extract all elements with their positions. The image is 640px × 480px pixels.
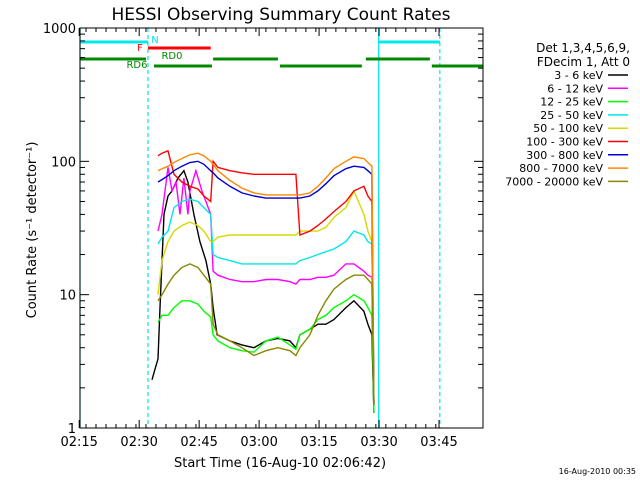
legend-label-8: 7000 - 20000 keV [505,175,603,188]
series-line-0 [151,169,375,413]
x-tick-label-0: 02:15 [60,435,97,450]
legend-label-4: 50 - 100 keV [533,122,603,135]
flag-label-n: N [151,35,158,46]
x-tick-label-2: 02:45 [180,435,217,450]
legend-item-6: 300 - 800 keV [526,149,628,162]
x-tick-label-4: 03:15 [300,435,337,450]
flag-label-f: F [137,43,143,54]
y-tick-label-2: 100 [51,155,76,170]
legend-item-4: 50 - 100 keV [533,122,628,135]
legend-label-2: 12 - 25 keV [540,96,603,109]
x-axis-label: Start Time (16-Aug-10 02:06:42) [174,456,386,471]
series-line-4 [157,189,375,405]
series-line-7 [157,152,375,405]
x-tick-label-5: 03:30 [360,435,397,450]
footer-date: 16-Aug-2010 00:35 [559,467,636,476]
legend-label-1: 6 - 12 keV [547,82,603,95]
x-tick-label-1: 02:30 [120,435,157,450]
legend-header-1: Det 1,3,4,5,6,9, [536,41,630,55]
x-tick-label-6: 03:45 [420,435,457,450]
y-axis-label: Count Rate (s⁻¹ detector⁻¹) [25,142,40,319]
legend-header-2: FDecim 1, Att 0 [537,55,630,69]
series-line-8 [157,263,375,405]
plot-frame [79,27,484,429]
flag-bars: NF RD0 RD6 [80,35,483,71]
legend-item-3: 25 - 50 keV [540,109,628,122]
legend-label-3: 25 - 50 keV [540,109,603,122]
legend-item-7: 800 - 7000 keV [519,162,628,175]
flag-label-rd0: RD0 [161,51,182,62]
legend-label-5: 100 - 300 keV [526,136,603,149]
legend-item-8: 7000 - 20000 keV [505,175,628,188]
legend-label-6: 300 - 800 keV [526,149,603,162]
series-line-6 [157,160,375,405]
legend-label-7: 800 - 7000 keV [519,162,603,175]
legend-item-1: 6 - 12 keV [547,82,628,95]
y-tick-label-0: 1 [68,422,76,437]
series-line-3 [157,198,375,405]
legend: Det 1,3,4,5,6,9, FDecim 1, Att 0 3 - 6 k… [505,41,630,188]
legend-item-5: 100 - 300 keV [526,136,628,149]
axes: 02:15 02:30 02:45 03:00 03:15 03:30 03:45 1 10 10… [43,22,483,450]
y-tick-label-3: 1000 [43,22,76,37]
legend-item-0: 3 - 6 keV [554,69,628,82]
series-line-1 [157,167,375,405]
vertical-markers [79,28,441,428]
series-line-2 [157,293,375,413]
series-line-5 [157,149,375,405]
chart-title: HESSI Observing Summary Count Rates [111,5,450,25]
flag-label-rd6: RD6 [126,60,147,71]
x-tick-label-3: 03:00 [240,435,277,450]
legend-label-0: 3 - 6 keV [554,69,603,82]
y-tick-label-1: 10 [59,289,76,304]
legend-item-2: 12 - 25 keV [540,96,628,109]
series-lines [151,149,375,413]
